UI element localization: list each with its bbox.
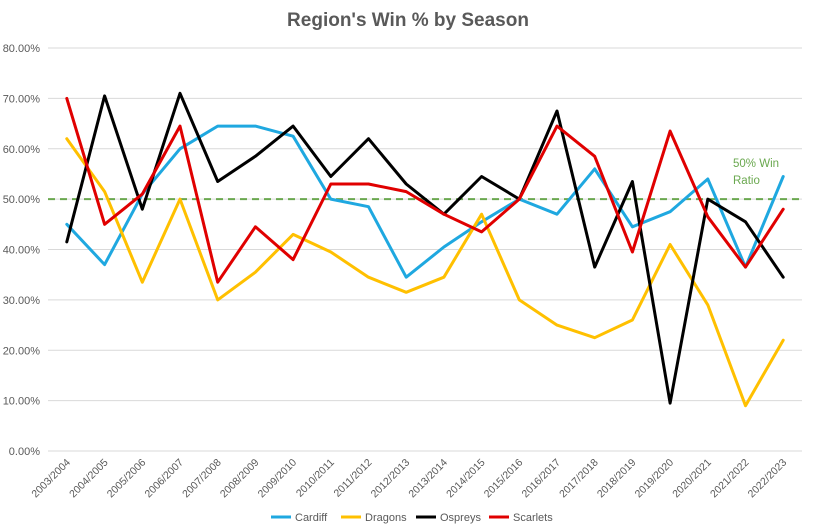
y-axis-ticks: 0.00% 10.00% 20.00% 30.00% 40.00% 50.00% 60.00… (3, 43, 41, 458)
legend-label-ospreys: Ospreys (440, 512, 481, 524)
chart-title: Region's Win % by Season (287, 10, 529, 31)
y-tick-label: 70.00% (3, 93, 41, 105)
x-tick-label: 2020/2021 (670, 457, 714, 501)
x-tick-label: 2009/2010 (256, 457, 300, 501)
x-tick-label: 2019/2020 (633, 457, 677, 501)
legend-label-dragons: Dragons (365, 512, 407, 524)
y-tick-label: 60.00% (3, 144, 41, 156)
x-tick-label: 2016/2017 (519, 457, 563, 501)
y-tick-label: 40.00% (3, 245, 41, 257)
y-tick-label: 50.00% (3, 194, 41, 206)
series-line-ospreys (65, 91, 785, 405)
x-tick-label: 2013/2014 (406, 457, 450, 501)
x-tick-label: 2007/2008 (180, 457, 224, 501)
x-tick-label: 2010/2011 (294, 457, 337, 500)
y-tick-label: 10.00% (3, 396, 41, 408)
x-tick-label: 2015/2016 (482, 457, 526, 501)
x-tick-label: 2022/2023 (746, 457, 790, 501)
x-tick-label: 2012/2013 (369, 457, 413, 501)
reference-line-label: 50% Win (733, 158, 779, 170)
x-tick-label: 2018/2019 (595, 457, 639, 501)
series-line-scarlets (65, 96, 785, 284)
x-tick-label: 2006/2007 (142, 457, 186, 501)
x-tick-label: 2003/2004 (29, 457, 73, 501)
x-tick-label: 2014/2015 (444, 457, 488, 501)
series-line-cardiff (65, 124, 785, 279)
y-tick-label: 0.00% (9, 446, 40, 458)
x-tick-label: 2004/2005 (67, 457, 111, 501)
y-tick-label: 20.00% (3, 345, 41, 357)
legend-label-scarlets: Scarlets (513, 512, 553, 524)
x-tick-label: 2008/2009 (218, 457, 262, 501)
gridlines (48, 47, 802, 452)
x-axis-ticks: 2003/20042004/20052005/20062006/20072007… (29, 457, 789, 501)
series-lines (65, 91, 785, 408)
x-tick-label: 2017/2018 (557, 457, 601, 501)
x-tick-label: 2021/2022 (708, 457, 752, 501)
reference-line-label: Ratio (733, 175, 760, 187)
reference-line-group: 50% Win Ratio (48, 158, 802, 201)
y-tick-label: 80.00% (3, 43, 41, 55)
series-line-dragons (65, 137, 785, 408)
x-tick-label: 2005/2006 (105, 457, 149, 501)
legend: Cardiff Dragons Ospreys Scarlets (271, 512, 553, 524)
y-tick-label: 30.00% (3, 295, 41, 307)
x-tick-label: 2011/2012 (332, 457, 375, 500)
legend-label-cardiff: Cardiff (295, 512, 328, 524)
